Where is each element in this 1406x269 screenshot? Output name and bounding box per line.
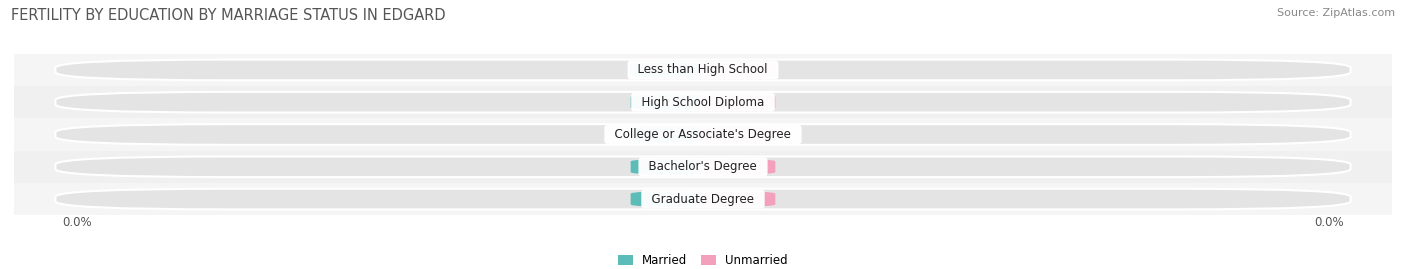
FancyBboxPatch shape [55,157,1351,177]
Text: 0.0%: 0.0% [723,97,752,107]
FancyBboxPatch shape [631,191,706,207]
Bar [14,118,1392,151]
Text: 0.0%: 0.0% [723,65,752,75]
Bar [14,86,1392,118]
Text: 0.0%: 0.0% [654,194,683,204]
Text: Less than High School: Less than High School [630,63,776,76]
FancyBboxPatch shape [631,127,706,142]
Text: 0.0%: 0.0% [62,216,91,229]
Text: 0.0%: 0.0% [654,65,683,75]
Text: FERTILITY BY EDUCATION BY MARRIAGE STATUS IN EDGARD: FERTILITY BY EDUCATION BY MARRIAGE STATU… [11,8,446,23]
FancyBboxPatch shape [631,159,706,175]
Text: Source: ZipAtlas.com: Source: ZipAtlas.com [1277,8,1395,18]
Bar [14,54,1392,86]
Bar [14,151,1392,183]
FancyBboxPatch shape [631,94,706,110]
Text: Bachelor's Degree: Bachelor's Degree [641,160,765,173]
Text: Graduate Degree: Graduate Degree [644,193,762,206]
Text: 0.0%: 0.0% [723,129,752,140]
Text: College or Associate's Degree: College or Associate's Degree [607,128,799,141]
Text: 0.0%: 0.0% [654,162,683,172]
FancyBboxPatch shape [700,191,775,207]
Legend: Married, Unmarried: Married, Unmarried [614,250,792,269]
FancyBboxPatch shape [631,62,706,78]
FancyBboxPatch shape [700,94,775,110]
Text: 0.0%: 0.0% [654,129,683,140]
FancyBboxPatch shape [55,92,1351,112]
Bar [14,183,1392,215]
Text: 0.0%: 0.0% [723,194,752,204]
FancyBboxPatch shape [700,62,775,78]
Text: 0.0%: 0.0% [654,97,683,107]
FancyBboxPatch shape [700,159,775,175]
Text: 0.0%: 0.0% [723,162,752,172]
Text: 0.0%: 0.0% [1315,216,1344,229]
FancyBboxPatch shape [55,60,1351,80]
FancyBboxPatch shape [55,189,1351,209]
Text: High School Diploma: High School Diploma [634,96,772,109]
FancyBboxPatch shape [700,127,775,142]
FancyBboxPatch shape [55,124,1351,145]
